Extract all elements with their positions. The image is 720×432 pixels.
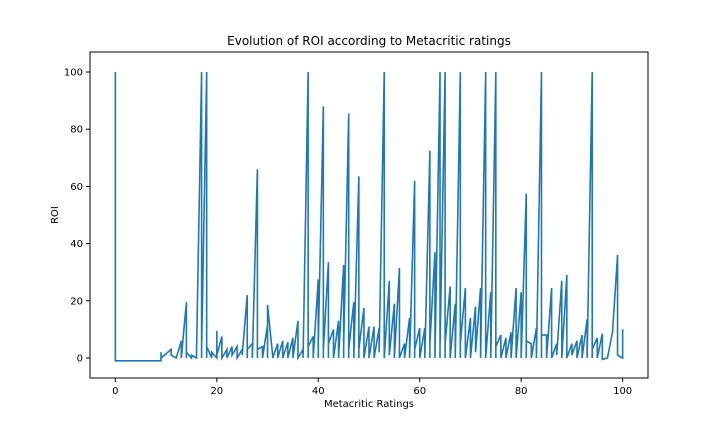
y-tick-label: 80 <box>70 125 83 136</box>
plot-frame <box>89 51 649 379</box>
x-tick-label: 0 <box>112 386 118 397</box>
chart-title: Evolution of ROI according to Metacritic… <box>227 34 511 48</box>
x-axis: 0 20 40 60 80 100 <box>112 378 632 397</box>
x-axis-label: Metacritic Ratings <box>324 399 414 410</box>
y-tick-label: 20 <box>70 296 83 307</box>
roi-series-line <box>114 72 624 362</box>
x-tick-label: 100 <box>613 386 632 397</box>
y-axis: 0 20 40 60 80 100 <box>64 68 90 364</box>
x-tick-label: 80 <box>515 386 528 397</box>
x-tick-label: 60 <box>413 386 426 397</box>
y-tick-label: 60 <box>70 182 83 193</box>
x-tick-label: 20 <box>210 386 223 397</box>
y-tick-label: 40 <box>70 239 83 250</box>
y-tick-label: 100 <box>64 68 83 79</box>
y-tick-label: 0 <box>77 353 83 364</box>
y-axis-label: ROI <box>50 206 61 224</box>
x-tick-label: 40 <box>312 386 325 397</box>
